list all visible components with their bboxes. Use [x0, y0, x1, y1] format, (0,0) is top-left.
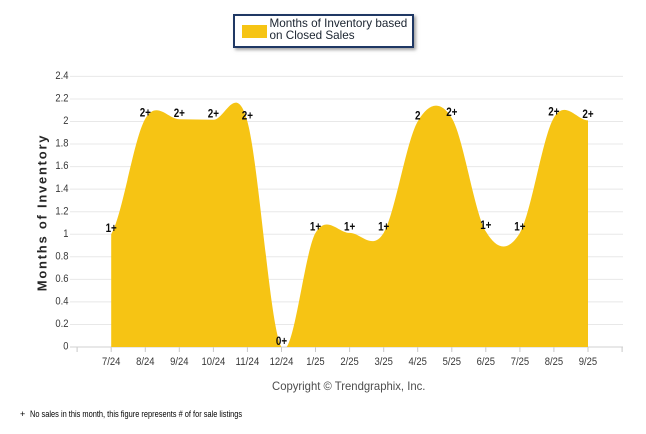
svg-text:12/24: 12/24	[270, 356, 294, 368]
svg-text:2.4: 2.4	[55, 70, 68, 82]
svg-text:11/24: 11/24	[236, 356, 260, 368]
svg-text:1.8: 1.8	[55, 138, 68, 150]
svg-text:2+: 2+	[582, 107, 593, 121]
svg-text:7/25: 7/25	[511, 356, 529, 368]
svg-text:0.6: 0.6	[55, 273, 68, 285]
svg-text:1.6: 1.6	[55, 160, 68, 172]
svg-text:0.4: 0.4	[55, 296, 68, 308]
svg-text:1+: 1+	[378, 220, 389, 234]
svg-text:3/25: 3/25	[375, 356, 393, 368]
svg-text:2: 2	[63, 115, 68, 127]
svg-text:9/25: 9/25	[579, 356, 597, 368]
svg-text:4/25: 4/25	[409, 356, 427, 368]
svg-text:2+: 2+	[446, 105, 457, 119]
svg-text:0: 0	[63, 341, 68, 353]
svg-text:1.2: 1.2	[55, 205, 68, 217]
svg-text:1+: 1+	[514, 220, 525, 234]
svg-text:1.4: 1.4	[55, 183, 68, 195]
svg-text:10/24: 10/24	[202, 356, 226, 368]
svg-text:2/25: 2/25	[340, 356, 358, 368]
svg-text:8/24: 8/24	[136, 356, 154, 368]
svg-text:1+: 1+	[480, 218, 491, 232]
svg-text:2+: 2+	[242, 108, 253, 122]
svg-text:5/25: 5/25	[443, 356, 461, 368]
svg-text:8/25: 8/25	[545, 356, 563, 368]
svg-text:2.2: 2.2	[55, 93, 68, 105]
svg-text:2+: 2+	[208, 107, 219, 121]
svg-text:2+: 2+	[140, 106, 151, 120]
svg-text:1/25: 1/25	[306, 356, 324, 368]
svg-text:2+: 2+	[174, 106, 185, 120]
svg-text:7/24: 7/24	[102, 356, 120, 368]
svg-text:1+: 1+	[344, 220, 355, 234]
svg-text:1+: 1+	[310, 220, 321, 234]
svg-text:2+: 2+	[548, 104, 559, 118]
svg-text:0.8: 0.8	[55, 250, 68, 262]
svg-text:0.2: 0.2	[55, 318, 68, 330]
svg-text:9/24: 9/24	[170, 356, 188, 368]
svg-text:0+: 0+	[276, 334, 287, 348]
svg-text:6/25: 6/25	[477, 356, 495, 368]
svg-text:1+: 1+	[106, 221, 117, 235]
svg-text:2: 2	[415, 108, 421, 122]
svg-text:1: 1	[63, 228, 68, 240]
